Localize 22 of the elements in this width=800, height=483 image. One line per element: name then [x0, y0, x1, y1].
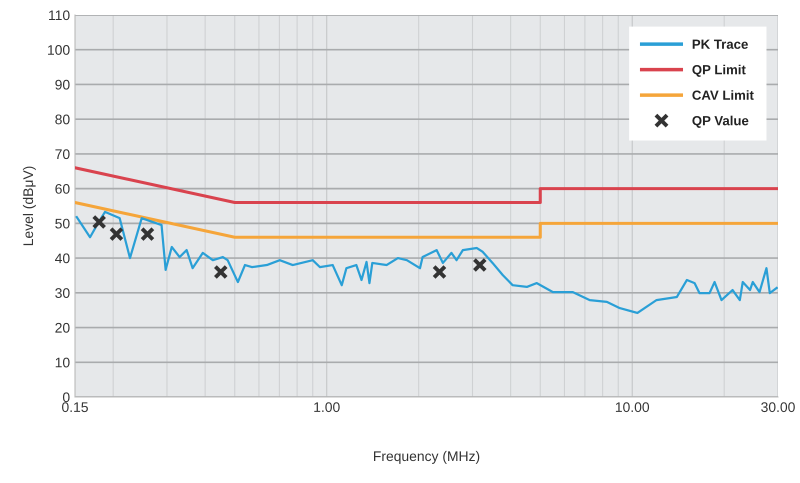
y-tick-label: 30 [55, 288, 70, 298]
y-tick-label: 90 [55, 80, 70, 90]
y-tick-label: 110 [49, 10, 70, 20]
x-tick-label: 1.00 [314, 402, 340, 412]
x-tick-label: 0.15 [62, 402, 88, 412]
x-tick-label: 30.00 [761, 402, 795, 412]
legend-label: PK Trace [692, 40, 748, 49]
y-tick-label: 50 [55, 218, 70, 229]
y-tick-label: 100 [48, 45, 70, 55]
legend-label: CAV Limit [692, 90, 754, 100]
y-tick-label: 20 [55, 322, 70, 333]
legend-label: QP Value [692, 116, 748, 128]
y-tick-label: 10 [56, 358, 70, 368]
y-tick-label: 70 [55, 149, 70, 160]
x-axis-title: Frequency (MHz) [374, 450, 480, 464]
y-tick-label: 40 [55, 253, 70, 264]
y-axis-title: Level (dBμV) [22, 166, 36, 246]
x-tick-label: 10.00 [616, 402, 650, 412]
y-tick-label: 0 [62, 392, 70, 402]
y-tick-label: 80 [55, 114, 70, 124]
y-tick-label: 60 [55, 184, 70, 194]
legend-label: QP Limit [692, 64, 746, 77]
